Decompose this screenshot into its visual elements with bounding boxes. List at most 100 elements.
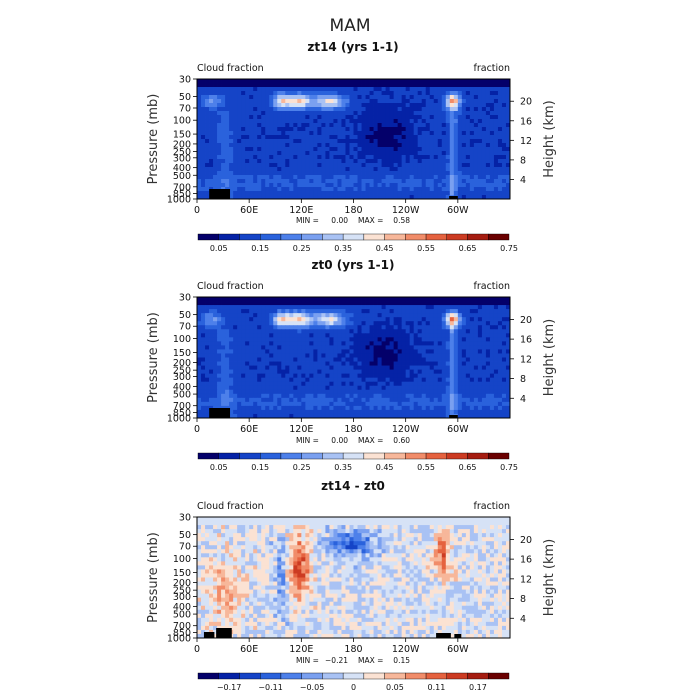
- heatmap-cell: [285, 405, 290, 411]
- heatmap-cell: [345, 353, 350, 358]
- heatmap-cell: [337, 333, 342, 338]
- topography-block: [209, 408, 231, 418]
- heatmap-cell: [293, 123, 298, 128]
- heatmap-cell: [417, 175, 423, 180]
- heatmap-cell: [297, 187, 302, 192]
- heatmap-cell: [425, 119, 431, 124]
- heatmap-cell: [501, 83, 507, 88]
- heatmap-cell: [373, 83, 378, 88]
- heatmap-cell: [249, 179, 254, 184]
- heatmap-cell: [233, 147, 238, 152]
- colorbar-swatch: [322, 233, 344, 241]
- heatmap-cell: [461, 119, 467, 124]
- heatmap-cell: [437, 333, 443, 338]
- heatmap-cell: [409, 119, 415, 124]
- heatmap-cell: [437, 151, 443, 156]
- heatmap-cell: [353, 131, 358, 136]
- heatmap-cell: [317, 325, 322, 330]
- heatmap-cell: [377, 195, 382, 200]
- heatmap-cell: [289, 365, 294, 370]
- heatmap-cell: [409, 175, 415, 180]
- heatmap-cell: [237, 393, 242, 399]
- heatmap-cell: [273, 521, 278, 526]
- heatmap-cell: [473, 79, 479, 84]
- heatmap-cell: [289, 167, 294, 172]
- heatmap-cell: [309, 79, 314, 84]
- heatmap-cell: [453, 313, 459, 318]
- heatmap-cell: [421, 191, 427, 196]
- heatmap-cell: [293, 79, 298, 84]
- heatmap-cell: [425, 349, 431, 354]
- heatmap-cell: [385, 313, 391, 318]
- x-tick-label: 60W: [447, 424, 469, 435]
- heatmap-cell: [249, 115, 254, 120]
- heatmap-cell: [237, 321, 242, 326]
- heatmap-cell: [373, 167, 378, 172]
- heatmap-cell: [385, 175, 391, 180]
- heatmap-cell: [313, 79, 318, 84]
- heatmap-cell: [489, 329, 495, 334]
- heatmap-cell: [445, 321, 451, 326]
- heatmap-cell: [373, 171, 378, 176]
- units-label: fraction: [474, 281, 511, 292]
- heatmap-cell: [217, 103, 222, 108]
- heatmap-cell: [453, 401, 459, 407]
- heatmap-cell: [257, 517, 262, 522]
- heatmap-cell: [461, 183, 467, 188]
- heatmap-cell: [493, 301, 499, 306]
- heatmap-cell: [245, 99, 250, 104]
- heatmap-cell: [337, 87, 342, 92]
- heatmap-cell: [337, 163, 342, 168]
- heatmap-cell: [349, 143, 354, 148]
- heatmap-cell: [457, 115, 463, 120]
- heatmap-cell: [237, 155, 242, 160]
- heatmap-cell: [237, 139, 242, 144]
- heatmap-cell: [393, 385, 399, 391]
- heatmap-cell: [269, 301, 274, 306]
- heatmap-cell: [433, 119, 439, 124]
- heatmap-cell: [241, 159, 246, 164]
- heatmap-cell: [505, 329, 511, 334]
- heatmap-cell: [201, 381, 206, 387]
- topography-mask: [209, 189, 458, 199]
- heatmap-cell: [421, 91, 427, 96]
- heatmap-cell: [237, 313, 242, 318]
- heatmap-cell: [201, 143, 206, 148]
- heatmap-cell: [317, 369, 322, 375]
- heatmap-cell: [381, 191, 386, 196]
- heatmap-cell: [337, 131, 342, 136]
- heatmap-cell: [261, 95, 266, 100]
- heatmap-cell: [425, 83, 431, 88]
- heatmap-cell: [437, 405, 443, 411]
- heatmap-cell: [337, 353, 342, 358]
- heatmap-cell: [445, 107, 451, 112]
- heatmap-cell: [205, 143, 210, 148]
- heatmap-cell: [469, 413, 475, 419]
- heatmap-cell: [493, 139, 499, 144]
- heatmap-cell: [389, 103, 395, 108]
- heatmap-cell: [465, 95, 471, 100]
- heatmap-cell: [209, 127, 214, 132]
- heatmap-cell: [465, 123, 471, 128]
- heatmap-cell: [345, 405, 350, 411]
- heatmap-cell: [433, 111, 439, 116]
- heatmap-cell: [253, 143, 258, 148]
- heatmap-cell: [261, 389, 266, 395]
- heatmap-cell: [273, 301, 278, 306]
- heatmap-cell: [361, 151, 366, 156]
- heatmap-cell: [281, 111, 286, 116]
- heatmap-cell: [229, 337, 234, 342]
- heatmap-cell: [289, 163, 294, 168]
- heatmap-cell: [209, 79, 214, 84]
- heatmap-cell: [309, 95, 314, 100]
- heatmap-cell: [289, 115, 294, 120]
- heatmap-cell: [249, 357, 254, 362]
- heatmap-cell: [337, 517, 342, 522]
- heatmap-cell: [313, 131, 318, 136]
- heatmap-cell: [393, 111, 399, 116]
- colorbar: 0.05 0.15 0.25 0.35 0.45 0.55 0.65 0.75: [197, 233, 518, 253]
- heatmap-cell: [197, 127, 202, 132]
- heatmap-cell: [413, 377, 419, 383]
- y-tick-label: 30: [179, 293, 191, 304]
- heatmap-cell: [301, 377, 306, 383]
